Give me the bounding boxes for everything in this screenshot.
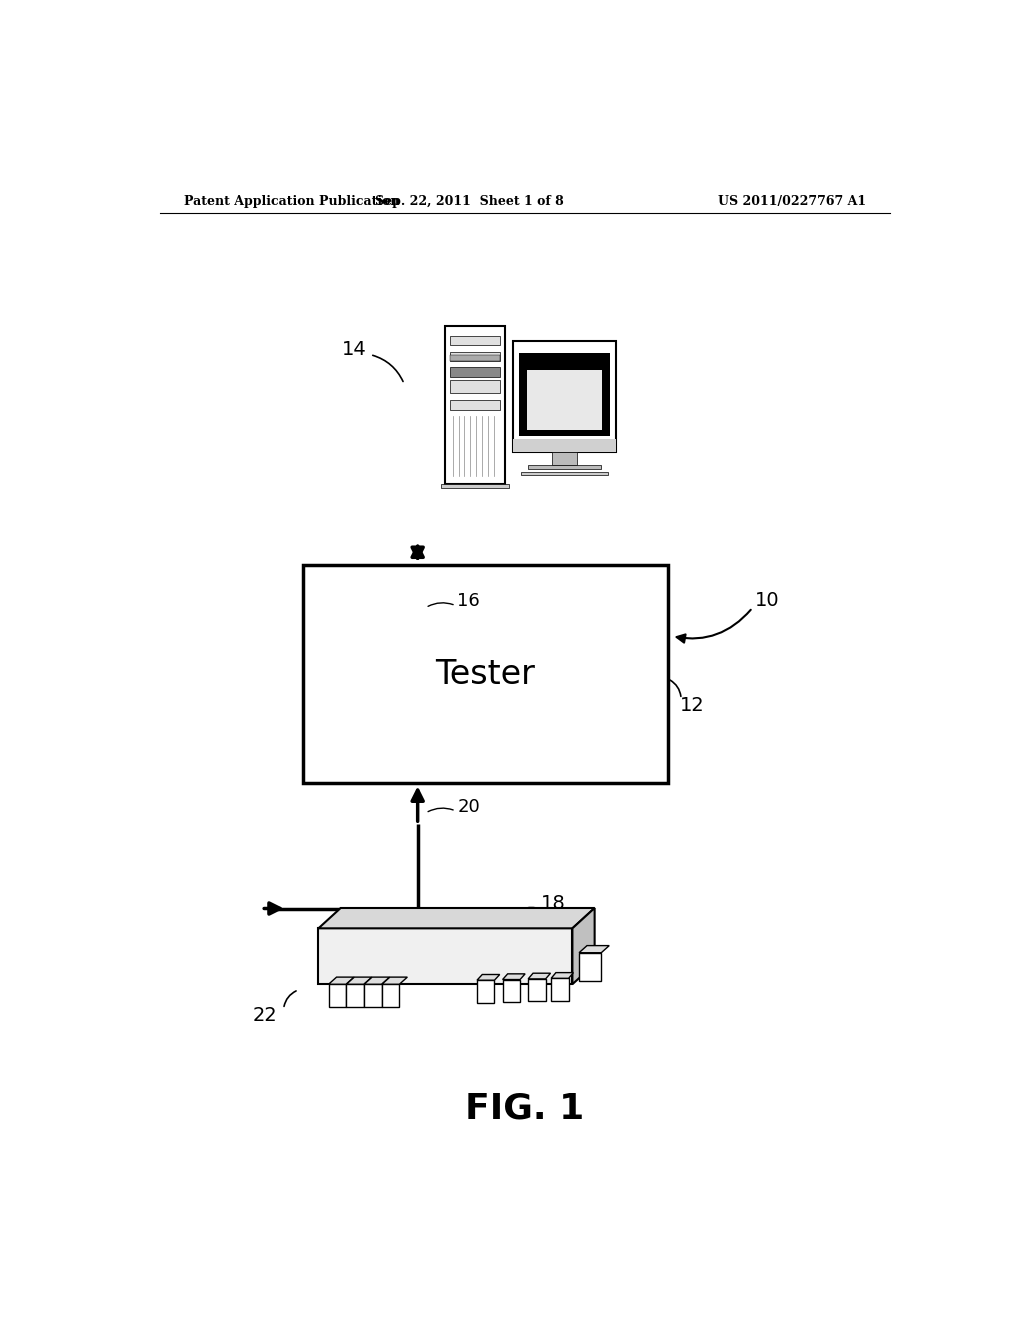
Bar	[528, 465, 601, 469]
Polygon shape	[329, 985, 346, 1007]
Polygon shape	[580, 953, 601, 981]
Text: US 2011/0227767 A1: US 2011/0227767 A1	[718, 194, 866, 207]
Text: 14: 14	[342, 341, 367, 359]
Polygon shape	[477, 974, 500, 981]
Bar	[445, 326, 505, 484]
Polygon shape	[580, 945, 609, 953]
Bar	[451, 355, 500, 360]
Text: 10: 10	[755, 591, 779, 610]
Polygon shape	[528, 979, 546, 1002]
Text: Tester: Tester	[435, 657, 536, 690]
Bar	[527, 370, 602, 430]
Polygon shape	[318, 908, 595, 928]
Bar	[303, 565, 668, 784]
Polygon shape	[365, 977, 389, 985]
Polygon shape	[551, 973, 573, 978]
Polygon shape	[528, 973, 551, 979]
Bar	[451, 351, 500, 360]
Text: Sep. 22, 2011  Sheet 1 of 8: Sep. 22, 2011 Sheet 1 of 8	[375, 194, 563, 207]
Text: 16: 16	[458, 591, 480, 610]
Bar	[520, 473, 608, 475]
Polygon shape	[346, 977, 372, 985]
Text: 18: 18	[541, 894, 565, 913]
Text: 12: 12	[680, 696, 705, 714]
Polygon shape	[503, 974, 525, 979]
Polygon shape	[551, 978, 568, 1001]
Polygon shape	[318, 928, 572, 985]
Text: 20: 20	[458, 797, 480, 816]
Bar	[451, 380, 500, 392]
Polygon shape	[329, 977, 354, 985]
Text: Patent Application Publication: Patent Application Publication	[183, 194, 399, 207]
Bar	[451, 335, 500, 346]
Polygon shape	[346, 985, 364, 1007]
Text: FIG. 1: FIG. 1	[465, 1092, 585, 1126]
Polygon shape	[382, 985, 399, 1007]
Text: 22: 22	[253, 1006, 278, 1024]
Bar	[513, 440, 616, 453]
Polygon shape	[382, 977, 408, 985]
Bar	[451, 367, 500, 376]
Polygon shape	[365, 985, 382, 1007]
Bar	[519, 352, 609, 436]
Bar	[552, 453, 578, 465]
Bar	[451, 400, 500, 409]
Bar	[513, 341, 616, 453]
Polygon shape	[572, 908, 595, 985]
Polygon shape	[503, 979, 520, 1002]
Bar	[441, 484, 509, 488]
Polygon shape	[477, 981, 495, 1003]
